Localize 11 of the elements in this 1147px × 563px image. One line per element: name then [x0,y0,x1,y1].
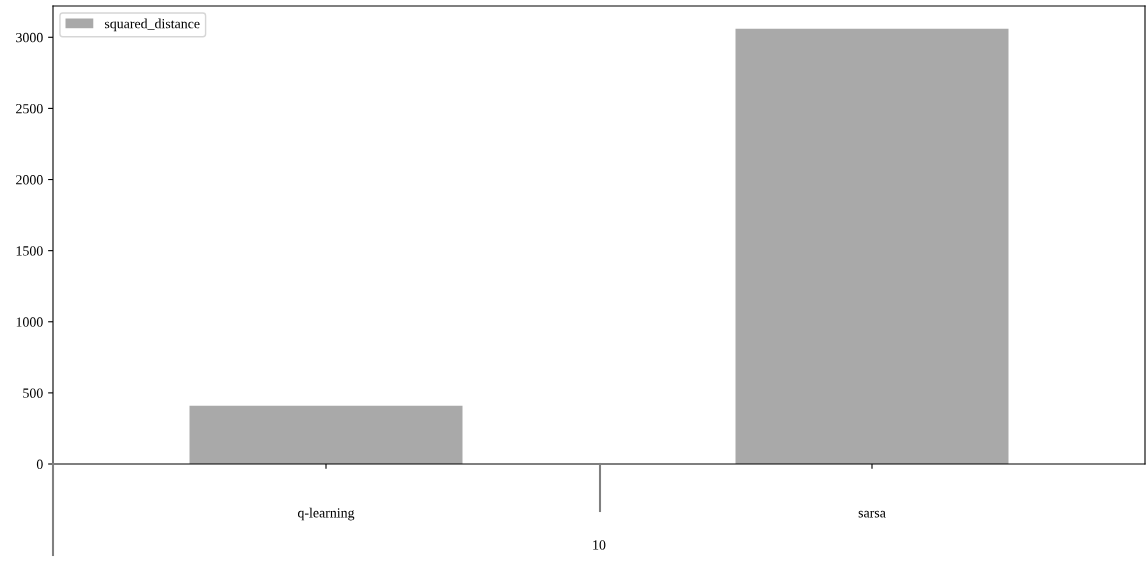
y-tick-label: 500 [23,388,43,398]
legend-label: squared_distance [104,18,200,32]
y-tick-label: 1500 [16,246,43,256]
x-tick-label: sarsa [858,510,886,518]
y-tick-label: 2000 [16,175,43,185]
x-tick-label: q-learning [297,507,355,521]
y-tick-label: 2500 [16,103,43,114]
y-tick-label: 1000 [16,317,43,327]
y-tick-label: 0 [36,459,43,469]
y-tick-label: 3000 [16,32,43,43]
x-axis-title: 10 [593,540,606,550]
